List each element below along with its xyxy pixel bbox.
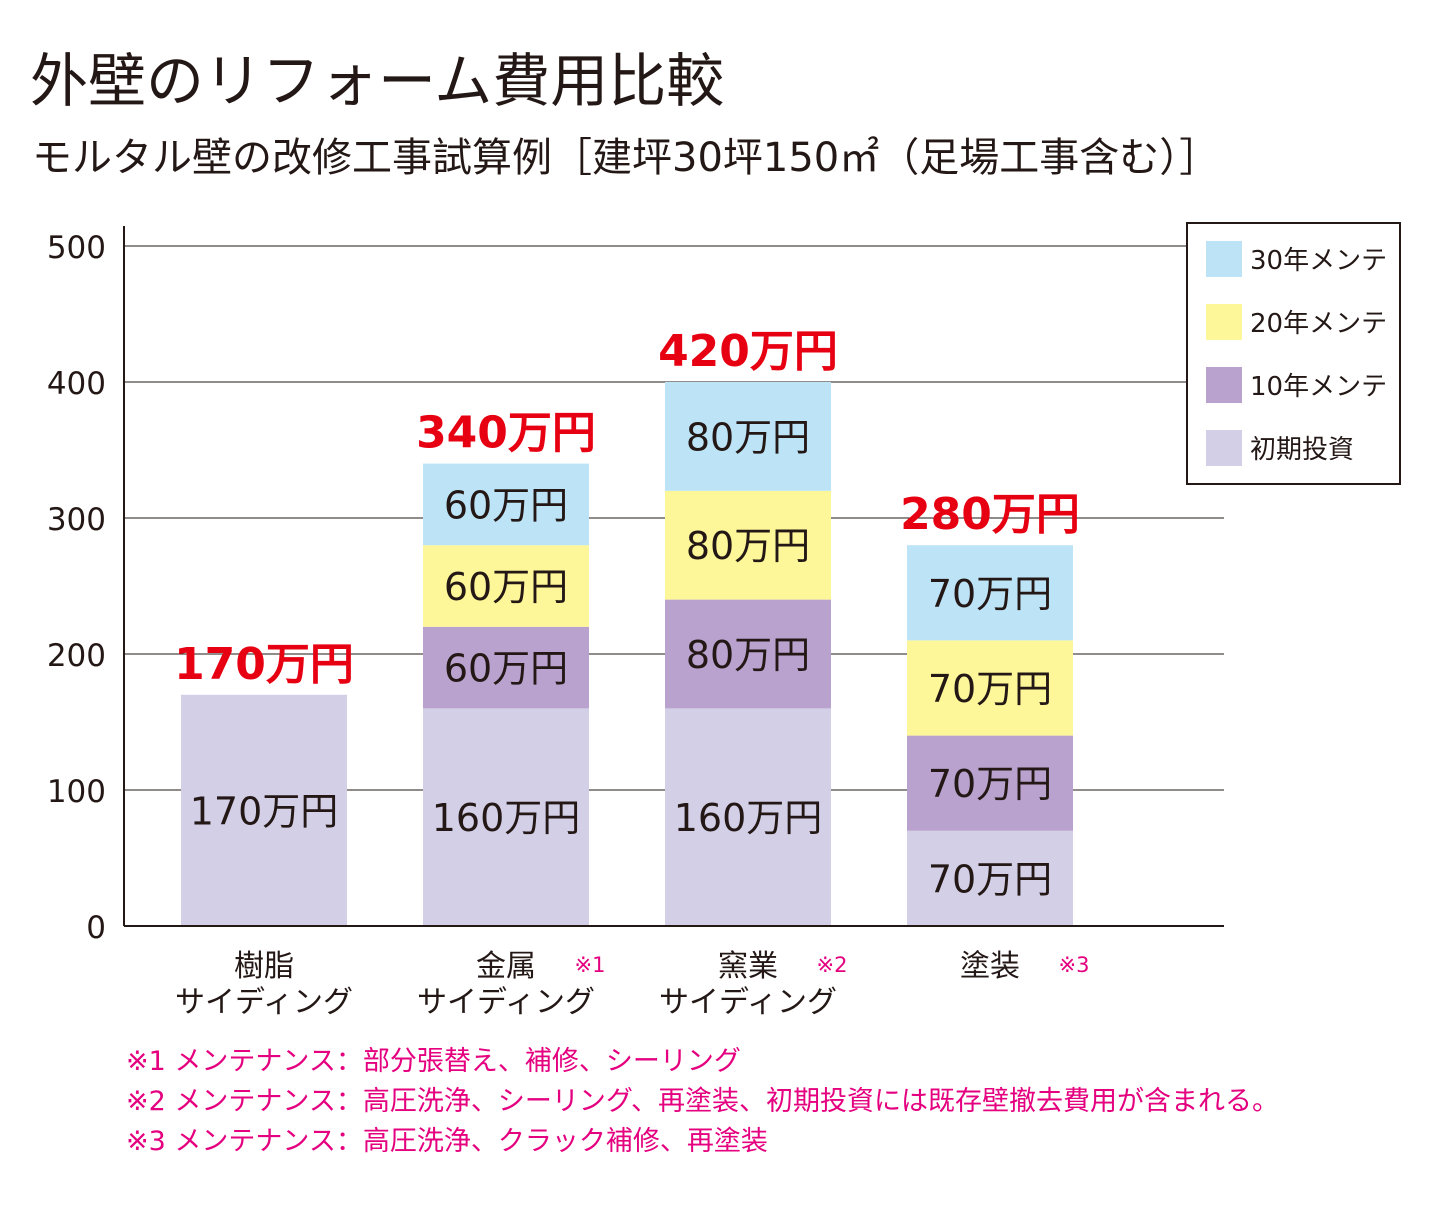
segment-label-2-2: 60万円 xyxy=(444,647,568,691)
y-tick-label-200: 200 xyxy=(47,638,106,674)
category-label-4-1: 塗装 xyxy=(960,949,1020,984)
category-label-2-1: 金属 xyxy=(476,949,536,984)
bar-segment-3-3 xyxy=(665,490,831,600)
total-label-2: 340万円 xyxy=(416,408,596,459)
y-tick-label-0: 0 xyxy=(86,910,106,946)
footnote-1: ※1 メンテナンス：部分張替え、補修、シーリング xyxy=(126,1046,741,1077)
segment-label-4-2: 70万円 xyxy=(928,762,1052,806)
category-label-2-2: サイディング xyxy=(417,985,595,1020)
y-tick-label-500: 500 xyxy=(47,230,106,266)
segment-label-4-4: 70万円 xyxy=(928,572,1052,616)
footnotes: ※1 メンテナンス：部分張替え、補修、シーリング ※2 メンテナンス：高圧洗浄、… xyxy=(126,1042,1279,1162)
footnote-3: ※3 メンテナンス：高圧洗浄、クラック補修、再塗装 xyxy=(126,1126,768,1157)
total-label-3: 420万円 xyxy=(658,326,838,377)
segment-label-3-2: 80万円 xyxy=(686,633,810,677)
bar-segment-3-2 xyxy=(665,599,831,709)
legend-swatch-1 xyxy=(1206,241,1242,277)
segment-label-4-3: 70万円 xyxy=(928,667,1052,711)
bar-segment-4-1 xyxy=(907,830,1073,926)
y-tick-label-100: 100 xyxy=(47,774,106,810)
segment-label-3-1: 160万円 xyxy=(674,796,823,840)
category-note-3: ※2 xyxy=(817,953,848,977)
total-label-1: 170万円 xyxy=(174,639,354,690)
legend-label-4: 初期投資 xyxy=(1250,435,1354,465)
segment-label-3-3: 80万円 xyxy=(686,524,810,568)
category-note-2: ※1 xyxy=(575,953,606,977)
y-tick-label-300: 300 xyxy=(47,502,106,538)
category-note-4: ※3 xyxy=(1059,953,1090,977)
segment-label-2-4: 60万円 xyxy=(444,483,568,527)
segment-label-2-3: 60万円 xyxy=(444,565,568,609)
chart-subtitle: モルタル壁の改修工事試算例［建坪30坪150㎡（足場工事含む）］ xyxy=(32,135,1220,181)
bar-segment-3-4 xyxy=(665,382,831,491)
segment-label-2-1: 160万円 xyxy=(432,796,581,840)
legend-swatch-2 xyxy=(1206,304,1242,340)
category-label-3-1: 窯業 xyxy=(718,949,778,984)
legend-label-1: 30年メンテ xyxy=(1250,246,1387,276)
chart-title: 外壁のリフォーム費用比較 xyxy=(30,47,725,115)
category-label-1-2: サイディング xyxy=(175,985,353,1020)
category-label-3-2: サイディング xyxy=(659,985,837,1020)
total-label-4: 280万円 xyxy=(900,489,1080,540)
category-label-1-1: 樹脂 xyxy=(234,949,294,984)
bar-segment-4-3 xyxy=(907,640,1073,736)
y-tick-label-400: 400 xyxy=(47,366,106,402)
bar-segment-2-2 xyxy=(423,626,589,709)
bar-segment-4-4 xyxy=(907,545,1073,641)
legend-swatch-3 xyxy=(1206,367,1242,403)
legend-label-3: 10年メンテ xyxy=(1250,372,1387,402)
segment-label-3-4: 80万円 xyxy=(686,415,810,459)
bar-segment-1-1 xyxy=(181,694,347,926)
bar-segment-4-2 xyxy=(907,735,1073,831)
bar-segment-2-1 xyxy=(423,708,589,926)
segment-label-4-1: 70万円 xyxy=(928,857,1052,901)
footnote-2: ※2 メンテナンス：高圧洗浄、シーリング、再塗装、初期投資には既存壁撤去費用が含… xyxy=(126,1086,1279,1117)
bar-segment-2-3 xyxy=(423,545,589,627)
legend-swatch-4 xyxy=(1206,430,1242,466)
segment-label-1-1: 170万円 xyxy=(190,789,339,833)
legend-label-2: 20年メンテ xyxy=(1250,309,1387,339)
bar-segment-3-1 xyxy=(665,708,831,926)
bar-segment-2-4 xyxy=(423,463,589,546)
